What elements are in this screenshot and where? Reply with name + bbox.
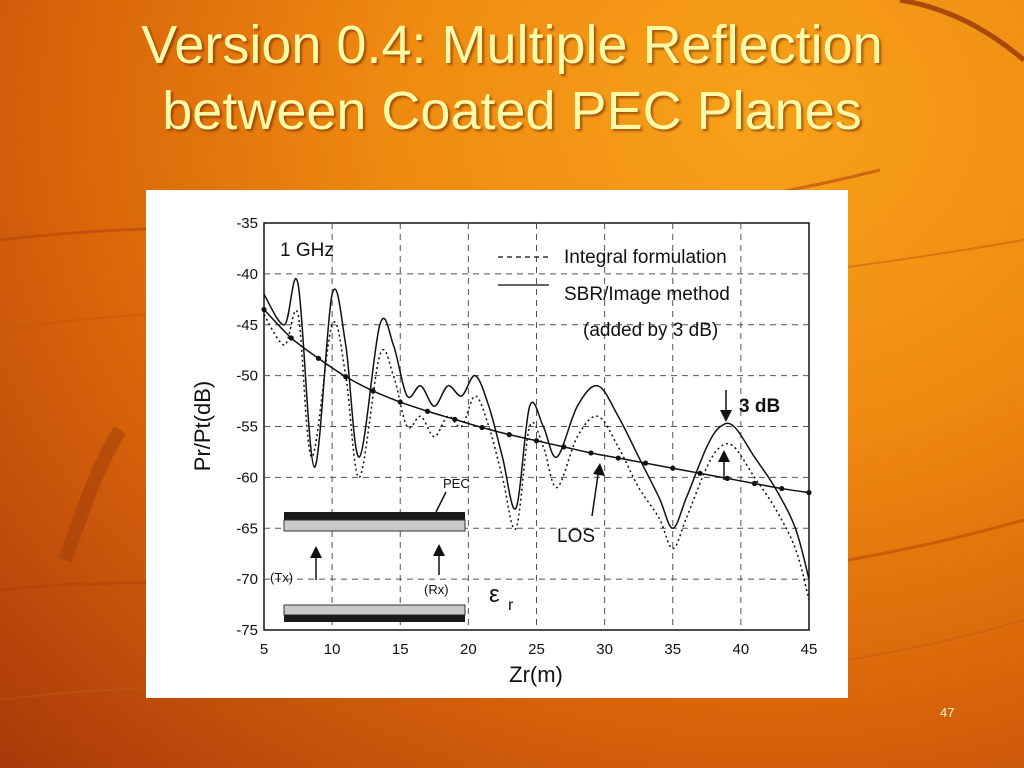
los-marker [315, 355, 322, 361]
x-axis-label: Zr(m) [509, 662, 563, 687]
los-marker [288, 335, 294, 341]
legend-sbr-note: (added by 3 dB) [583, 320, 718, 341]
y-tick-label: -60 [236, 469, 258, 486]
three-db-arrowhead-down [720, 410, 732, 422]
x-tick-label: 20 [460, 641, 477, 658]
los-marker [670, 465, 676, 471]
chart-figure: 5 10 15 20 25 30 35 40 45 -35 -40 -45 -50 -55 -60 -65 -7… [146, 190, 848, 698]
tick-labels: 5 10 15 20 25 30 35 40 45 -35 -40 -45 -50 -55 -60 -65 -7… [236, 215, 817, 658]
los-marker [343, 374, 349, 380]
y-tick-label: -75 [236, 622, 258, 639]
epsilon-subscript: r [508, 597, 514, 614]
y-tick-label: -50 [236, 368, 258, 385]
three-db-annotation: 3 dB [718, 390, 780, 480]
los-label: LOS [557, 526, 595, 547]
x-tick-label: 10 [324, 641, 341, 658]
los-marker [479, 424, 485, 431]
los-arrow [591, 467, 600, 517]
los-marker [561, 444, 567, 450]
los-marker [370, 388, 376, 394]
pec-inset: PEC (Tx) (Rx) ε r [270, 476, 514, 622]
los-marker [588, 450, 594, 456]
los-arrowhead [593, 463, 605, 476]
x-tick-label: 25 [528, 641, 545, 658]
pec-label: PEC [443, 476, 470, 491]
los-marker [506, 432, 512, 438]
three-db-label: 3 dB [739, 396, 780, 417]
x-tick-label: 15 [392, 641, 409, 658]
series-line-sbr-image-method [263, 278, 810, 580]
legend: Integral formulation SBR/Image method (a… [498, 247, 730, 341]
los-marker [452, 416, 458, 422]
top-plane-coating [283, 519, 466, 532]
tx-arrowhead [310, 546, 322, 558]
frequency-annotation: 1 GHz [280, 240, 334, 261]
los-marker [779, 485, 785, 492]
series-layer [261, 278, 812, 600]
x-tick-label: 35 [664, 641, 681, 658]
los-marker [397, 399, 403, 405]
y-tick-label: -55 [236, 419, 258, 436]
los-marker [751, 480, 758, 487]
y-tick-label: -35 [236, 215, 258, 232]
legend-label-integral: Integral formulation [564, 247, 727, 268]
bottom-plane-dark [284, 615, 465, 622]
tx-label: (Tx) [270, 570, 293, 585]
chart-svg: 5 10 15 20 25 30 35 40 45 -35 -40 -45 -50 -55 -60 -65 -7… [190, 215, 817, 687]
slide-title-line2: between Coated PEC Planes [162, 81, 862, 141]
slide-title-line1: Version 0.4: Multiple Reflection [141, 15, 883, 75]
y-tick-label: -40 [236, 266, 258, 283]
legend-label-sbr: SBR/Image method [564, 284, 730, 305]
x-tick-label: 45 [801, 641, 818, 658]
los-marker [533, 438, 540, 444]
bottom-plane-coating [283, 604, 466, 616]
slide-title: Version 0.4: Multiple Reflection between… [0, 12, 1024, 144]
los-marker [806, 490, 812, 496]
pec-pointer [435, 491, 447, 513]
los-marker [642, 460, 649, 466]
y-tick-label: -65 [236, 520, 258, 537]
los-marker [724, 475, 730, 481]
rx-label: (Rx) [424, 582, 449, 597]
page-number: 47 [940, 705, 955, 720]
y-axis-label: Pr/Pt(dB) [190, 381, 215, 471]
x-tick-label: 40 [733, 641, 750, 658]
los-marker [261, 306, 267, 313]
los-annotation: LOS [557, 463, 605, 547]
x-tick-label: 30 [596, 641, 613, 658]
rx-arrowhead [433, 544, 445, 556]
top-plane-dark [284, 512, 465, 520]
grid-lines [264, 223, 809, 630]
three-db-arrowhead-up [718, 450, 730, 462]
x-tick-label: 5 [260, 641, 268, 658]
y-tick-label: -70 [236, 571, 258, 588]
los-marker [615, 455, 621, 461]
los-marker [697, 470, 703, 476]
epsilon-symbol: ε [489, 581, 500, 608]
los-marker [424, 408, 431, 414]
y-tick-label: -45 [236, 317, 258, 334]
